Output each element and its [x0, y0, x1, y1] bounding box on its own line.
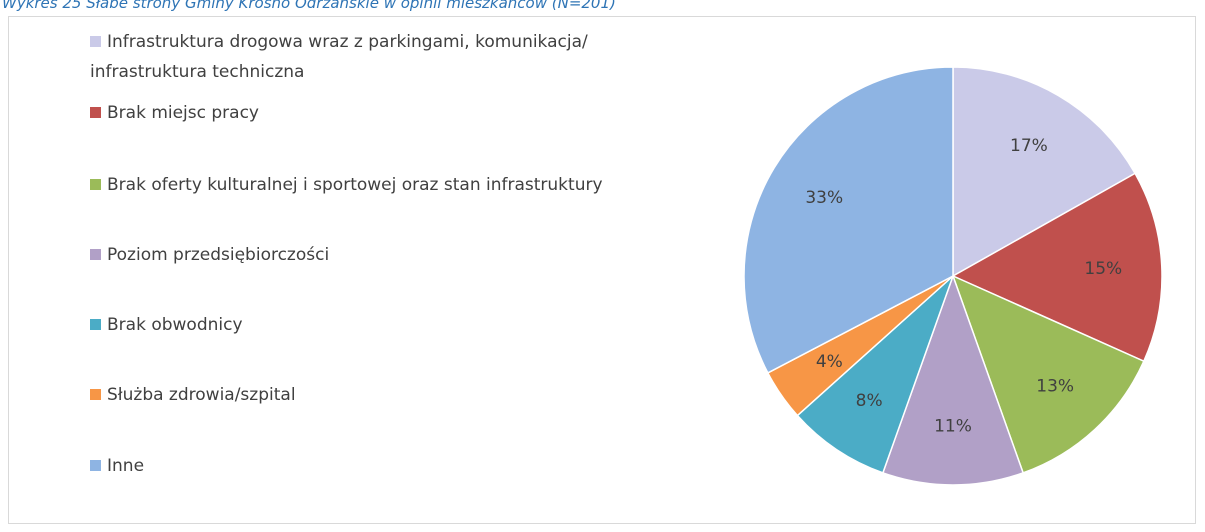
legend-item: Brak obwodnicy — [90, 310, 680, 340]
legend-label: Infrastruktura drogowa wraz z parkingami… — [90, 32, 588, 82]
pie-slice — [743, 66, 954, 374]
data-label: 17% — [1010, 136, 1048, 156]
legend-swatch — [90, 319, 101, 330]
legend-item: Poziom przedsiębiorczości — [90, 240, 680, 270]
legend-item: Brak miejsc pracy — [90, 98, 680, 128]
data-label: 13% — [1036, 376, 1074, 396]
pie-slice — [952, 66, 1137, 278]
data-label: 15% — [1084, 259, 1122, 279]
chart-frame — [8, 16, 1196, 524]
legend-item: Inne — [90, 451, 680, 481]
legend-label: Brak obwodnicy — [107, 315, 243, 335]
data-label: 8% — [856, 391, 883, 411]
legend-swatch — [90, 179, 101, 190]
legend-label: Poziom przedsiębiorczości — [107, 245, 330, 265]
pie-slice — [881, 273, 1025, 486]
pie-slice — [796, 275, 954, 474]
legend-label: Inne — [107, 456, 145, 476]
legend-swatch — [90, 460, 101, 471]
legend-label: Brak miejsc pracy — [107, 103, 259, 123]
legend-swatch — [90, 389, 101, 400]
legend-item: Służba zdrowia/szpital — [90, 380, 680, 410]
legend-swatch — [90, 36, 101, 47]
legend-label: Służba zdrowia/szpital — [107, 385, 296, 405]
legend-label: Brak oferty kulturalnej i sportowej oraz… — [107, 175, 603, 195]
legend-item: Infrastruktura drogowa wraz z parkingami… — [90, 27, 680, 87]
pie-slice — [951, 274, 1145, 474]
legend-swatch — [90, 249, 101, 260]
legend-item: Brak oferty kulturalnej i sportowej oraz… — [90, 170, 680, 200]
legend-swatch — [90, 107, 101, 118]
data-label: 4% — [816, 352, 843, 372]
pie-slice — [951, 172, 1163, 363]
data-label: 11% — [934, 416, 972, 436]
data-label: 33% — [805, 188, 843, 208]
chart-title: Wykres 25 Słabe strony Gminy Krosno Odrz… — [2, 0, 616, 12]
